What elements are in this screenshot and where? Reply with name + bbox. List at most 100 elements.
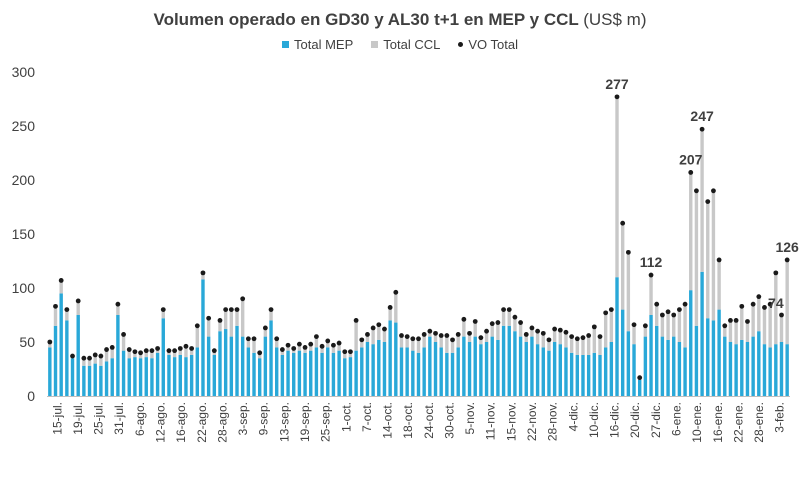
bar-mep (467, 342, 472, 396)
bar-mep (382, 342, 387, 396)
vo-total-point (121, 332, 126, 337)
x-tick-label: 25-jul. (92, 402, 106, 435)
vo-total-point (711, 188, 716, 194)
y-tick-label: 0 (27, 388, 35, 404)
x-tick-label: 18-oct. (401, 402, 415, 439)
bar-mep (337, 350, 341, 396)
bar-ccl (252, 338, 256, 353)
bar-ccl (48, 342, 52, 348)
x-tick-label: 19-jul. (71, 402, 85, 435)
bar-ccl (655, 304, 659, 326)
bar-mep (433, 342, 438, 396)
bar-ccl (445, 335, 449, 353)
bar-mep (360, 347, 364, 396)
bar-mep (303, 352, 307, 396)
bar-ccl (530, 327, 534, 337)
bar-ccl (331, 345, 336, 353)
bar-mep (575, 354, 580, 396)
x-tick-label: 12-ago. (154, 402, 168, 443)
vo-total-point (688, 170, 694, 175)
bar-mep (167, 354, 171, 396)
legend-label-ccl: Total CCL (383, 37, 441, 52)
bar-ccl (303, 347, 307, 353)
bar-mep (110, 358, 114, 396)
vo-total-point (234, 307, 240, 312)
bar-ccl (609, 309, 614, 342)
bar-mep (161, 318, 165, 396)
bar-mep (484, 342, 489, 396)
vo-total-point (603, 310, 609, 316)
bar-mep (518, 336, 523, 396)
vo-total-point (642, 323, 648, 329)
bar-ccl (246, 338, 251, 348)
data-label: 207 (679, 151, 703, 167)
bar-ccl (218, 320, 222, 332)
bar-mep (717, 309, 721, 396)
bar-ccl (779, 315, 784, 342)
x-tick-label: 3-feb. (773, 402, 787, 433)
vo-total-point (331, 342, 336, 348)
vo-total-point (75, 298, 81, 304)
x-tick-label: 30-oct. (442, 402, 456, 439)
bar-ccl (87, 358, 92, 366)
bar-ccl (490, 323, 494, 337)
vo-total-point (478, 335, 484, 341)
vo-total-point (189, 346, 195, 351)
bar-ccl (581, 337, 585, 355)
bar-ccl (552, 329, 557, 342)
vo-total-point (279, 347, 285, 352)
bar-ccl (348, 351, 353, 358)
x-tick-label: 15-jul. (50, 402, 64, 435)
bar-ccl (99, 356, 103, 366)
vo-total-point (81, 355, 87, 361)
x-tick-label: 6-ene. (669, 402, 683, 436)
bar-ccl (762, 307, 767, 345)
bar-mep (513, 331, 517, 396)
bar-ccl (229, 309, 234, 337)
bar-ccl (643, 325, 648, 337)
bar-ccl (564, 332, 568, 348)
bar-mep (700, 271, 704, 396)
bar-ccl (694, 190, 699, 326)
bar-mep (462, 336, 466, 396)
vo-total-point (132, 349, 138, 355)
vo-total-point (625, 249, 631, 255)
vo-total-point (138, 350, 143, 356)
bar-mep (133, 357, 137, 396)
vo-total-point (342, 349, 348, 355)
vo-total-point (404, 334, 410, 339)
bar-mep (235, 325, 239, 396)
bar-mep (257, 358, 262, 396)
bar-ccl (184, 346, 188, 358)
bar-ccl (280, 349, 285, 355)
bar-mep (655, 325, 659, 396)
bar-ccl (728, 320, 733, 342)
x-tick-label: 28-ago. (215, 402, 229, 443)
bar-mep (76, 315, 80, 396)
bar-ccl (297, 344, 302, 351)
x-tick-label: 10-ene. (690, 402, 704, 443)
bar-ccl (501, 309, 506, 326)
bar-mep (620, 309, 625, 396)
bar-mep (246, 347, 251, 396)
bar-mep (70, 358, 75, 396)
bar-ccl (263, 327, 268, 337)
bar-ccl (314, 336, 319, 348)
bar-mep (269, 320, 273, 396)
bar-ccl (144, 350, 148, 358)
bar-mep (507, 325, 511, 396)
bar-mep (371, 344, 375, 396)
bar-mep (524, 342, 528, 396)
vo-total-point (177, 346, 183, 351)
bar-mep (229, 336, 234, 396)
bar-ccl (774, 272, 778, 345)
vo-total-point (421, 332, 427, 337)
y-tick-label: 200 (12, 172, 36, 188)
vo-total-point (308, 341, 314, 347)
vo-total-point (359, 337, 365, 343)
vo-total-point (433, 330, 438, 336)
vo-total-point (206, 315, 212, 321)
chart-legend: Total MEP Total CCL VO Total (0, 37, 800, 52)
bar-mep (416, 352, 421, 396)
y-tick-label: 150 (12, 226, 36, 242)
